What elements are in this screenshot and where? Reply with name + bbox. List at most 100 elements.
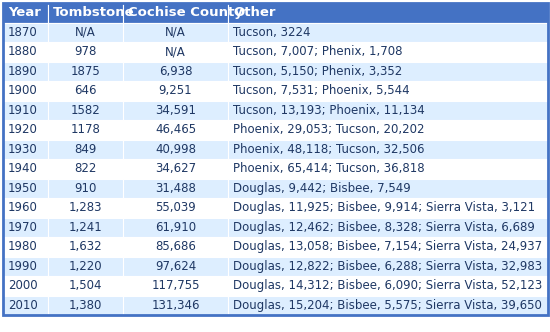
Text: 6,938: 6,938: [159, 65, 192, 78]
Text: 2010: 2010: [8, 299, 38, 312]
Text: 1950: 1950: [8, 182, 38, 195]
Text: 1940: 1940: [8, 162, 38, 175]
Text: Douglas, 9,442; Bisbee, 7,549: Douglas, 9,442; Bisbee, 7,549: [233, 182, 411, 195]
Text: Douglas, 15,204; Bisbee, 5,575; Sierra Vista, 39,650: Douglas, 15,204; Bisbee, 5,575; Sierra V…: [233, 299, 542, 312]
Bar: [228, 81, 548, 101]
Bar: [123, 237, 228, 257]
Bar: [3, 139, 48, 159]
Text: Tucson, 5,150; Phenix, 3,352: Tucson, 5,150; Phenix, 3,352: [233, 65, 402, 78]
Text: 55,039: 55,039: [155, 201, 196, 214]
Bar: [123, 139, 228, 159]
Text: Tucson, 13,193; Phoenix, 11,134: Tucson, 13,193; Phoenix, 11,134: [233, 104, 425, 117]
Bar: [123, 257, 228, 276]
Text: 1990: 1990: [8, 260, 38, 273]
Text: 97,624: 97,624: [155, 260, 196, 273]
Text: Douglas, 13,058; Bisbee, 7,154; Sierra Vista, 24,937: Douglas, 13,058; Bisbee, 7,154; Sierra V…: [233, 240, 542, 253]
Bar: [228, 237, 548, 257]
Bar: [48, 295, 123, 315]
Bar: [123, 101, 228, 120]
Bar: [48, 42, 123, 61]
Text: 910: 910: [74, 182, 97, 195]
Bar: [48, 217, 123, 237]
Bar: [3, 120, 48, 139]
Text: Cochise County: Cochise County: [128, 6, 243, 19]
Text: Phoenix, 29,053; Tucson, 20,202: Phoenix, 29,053; Tucson, 20,202: [233, 123, 425, 136]
Bar: [48, 61, 123, 81]
Text: Other: Other: [233, 6, 276, 19]
Text: Phoenix, 48,118; Tucson, 32,506: Phoenix, 48,118; Tucson, 32,506: [233, 143, 425, 156]
Bar: [48, 101, 123, 120]
Text: 1,632: 1,632: [69, 240, 102, 253]
Text: N/A: N/A: [165, 26, 186, 39]
Text: Phoenix, 65,414; Tucson, 36,818: Phoenix, 65,414; Tucson, 36,818: [233, 162, 425, 175]
Text: Douglas, 12,462; Bisbee, 8,328; Sierra Vista, 6,689: Douglas, 12,462; Bisbee, 8,328; Sierra V…: [233, 221, 535, 234]
Bar: [228, 139, 548, 159]
Text: Douglas, 12,822; Bisbee, 6,288; Sierra Vista, 32,983: Douglas, 12,822; Bisbee, 6,288; Sierra V…: [233, 260, 542, 273]
Bar: [3, 159, 48, 179]
Text: 1890: 1890: [8, 65, 38, 78]
Bar: [123, 23, 228, 42]
Text: Tucson, 3224: Tucson, 3224: [233, 26, 311, 39]
Bar: [228, 198, 548, 217]
Text: 1910: 1910: [8, 104, 38, 117]
Text: 1960: 1960: [8, 201, 38, 214]
Text: 849: 849: [74, 143, 97, 156]
Bar: [3, 23, 48, 42]
Text: 1,220: 1,220: [69, 260, 102, 273]
Text: Tucson, 7,531; Phoenix, 5,544: Tucson, 7,531; Phoenix, 5,544: [233, 84, 410, 97]
Bar: [48, 81, 123, 101]
Bar: [3, 237, 48, 257]
Text: 34,627: 34,627: [155, 162, 196, 175]
Text: 31,488: 31,488: [155, 182, 196, 195]
Text: 9,251: 9,251: [159, 84, 192, 97]
Bar: [228, 257, 548, 276]
Bar: [3, 3, 48, 23]
Text: 61,910: 61,910: [155, 221, 196, 234]
Text: N/A: N/A: [165, 45, 186, 58]
Text: 1582: 1582: [70, 104, 100, 117]
Text: 46,465: 46,465: [155, 123, 196, 136]
Bar: [228, 42, 548, 61]
Text: Year: Year: [8, 6, 41, 19]
Bar: [3, 179, 48, 198]
Bar: [228, 217, 548, 237]
Text: 1,241: 1,241: [69, 221, 102, 234]
Bar: [3, 81, 48, 101]
Text: 822: 822: [74, 162, 97, 175]
Bar: [48, 276, 123, 295]
Bar: [48, 159, 123, 179]
Bar: [48, 3, 123, 23]
Text: 1875: 1875: [70, 65, 100, 78]
Bar: [123, 159, 228, 179]
Bar: [123, 120, 228, 139]
Bar: [228, 295, 548, 315]
Text: 1920: 1920: [8, 123, 38, 136]
Bar: [228, 120, 548, 139]
Bar: [123, 3, 228, 23]
Text: 2000: 2000: [8, 279, 37, 292]
Bar: [228, 3, 548, 23]
Bar: [123, 61, 228, 81]
Text: 1930: 1930: [8, 143, 38, 156]
Bar: [228, 159, 548, 179]
Bar: [123, 217, 228, 237]
Bar: [3, 295, 48, 315]
Bar: [123, 179, 228, 198]
Bar: [228, 61, 548, 81]
Text: 1980: 1980: [8, 240, 38, 253]
Bar: [48, 257, 123, 276]
Bar: [3, 101, 48, 120]
Text: 117,755: 117,755: [151, 279, 200, 292]
Bar: [48, 120, 123, 139]
Bar: [48, 139, 123, 159]
Text: 1,504: 1,504: [69, 279, 102, 292]
Text: 1870: 1870: [8, 26, 38, 39]
Bar: [3, 42, 48, 61]
Bar: [48, 23, 123, 42]
Text: 1880: 1880: [8, 45, 37, 58]
Bar: [3, 61, 48, 81]
Bar: [3, 217, 48, 237]
Text: 1178: 1178: [70, 123, 101, 136]
Bar: [228, 179, 548, 198]
Bar: [123, 198, 228, 217]
